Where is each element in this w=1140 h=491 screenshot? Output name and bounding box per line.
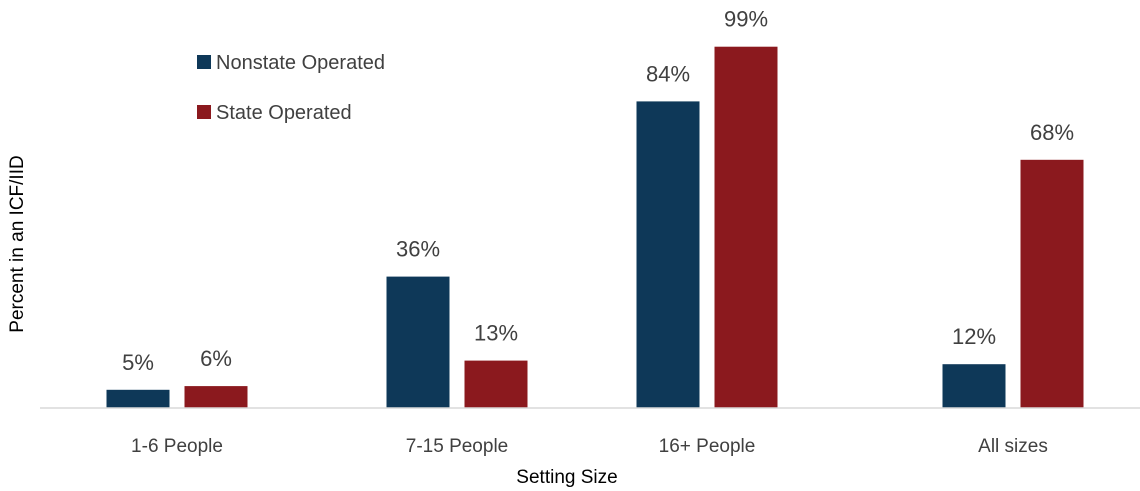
- legend-swatch-nonstate: [197, 55, 211, 69]
- data-label-state-2: 13%: [474, 321, 518, 346]
- bar-nonstate-2: [386, 276, 450, 408]
- data-label-state-1: 6%: [200, 346, 232, 371]
- x-tick-labels: 1-6 People 7-15 People 16+ People All sizes: [131, 436, 1048, 457]
- x-axis-title: Setting Size: [516, 467, 617, 488]
- x-tick-label-1: 1-6 People: [131, 436, 223, 457]
- data-label-nonstate-3: 84%: [646, 61, 690, 86]
- legend-label-state: State Operated: [216, 102, 352, 124]
- bar-state-2: [464, 360, 528, 408]
- bar-state-3: [714, 46, 778, 408]
- bar-state-4: [1020, 159, 1084, 408]
- data-label-nonstate-2: 36%: [396, 237, 440, 262]
- x-tick-label-2: 7-15 People: [406, 436, 508, 457]
- data-label-nonstate-4: 12%: [952, 324, 996, 349]
- data-labels-group: 5% 36% 84% 12% 6% 13% 99% 68%: [122, 7, 1074, 375]
- bar-nonstate-4: [942, 364, 1006, 408]
- x-tick-label-3: 16+ People: [659, 436, 756, 457]
- chart-legend: Nonstate Operated State Operated: [197, 52, 385, 124]
- bar-nonstate-3: [636, 101, 700, 409]
- data-label-nonstate-1: 5%: [122, 350, 154, 375]
- legend-label-nonstate: Nonstate Operated: [216, 52, 385, 74]
- bar-state-1: [184, 386, 248, 408]
- legend-swatch-state: [197, 105, 211, 119]
- data-label-state-4: 68%: [1030, 120, 1074, 145]
- bar-nonstate-1: [106, 389, 170, 409]
- x-tick-label-4: All sizes: [978, 436, 1048, 457]
- y-axis-title: Percent in an ICF/IID: [7, 155, 28, 332]
- data-label-state-3: 99%: [724, 7, 768, 32]
- bars-group: [106, 46, 1084, 409]
